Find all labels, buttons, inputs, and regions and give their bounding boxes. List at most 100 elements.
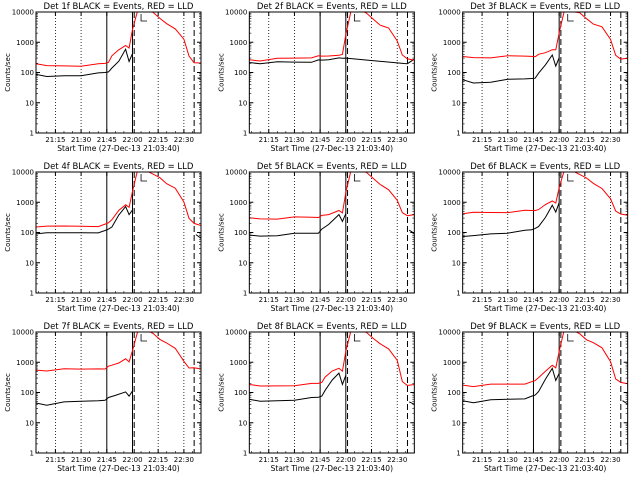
x-tick-label: 22:30 bbox=[600, 136, 620, 144]
x-tick-label: 22:30 bbox=[174, 136, 194, 144]
y-tick-label: 1 bbox=[30, 130, 34, 138]
series-line-lld bbox=[462, 332, 628, 388]
x-axis-label: Start Time (27-Dec-13 21:03:40) bbox=[271, 304, 393, 313]
y-axis-label: Counts/sec bbox=[217, 53, 225, 92]
panel-title: Det 3f BLACK = Events, RED = LLD bbox=[470, 2, 620, 12]
x-tick-label: 21:15 bbox=[472, 136, 492, 144]
x-tick-label: 22:15 bbox=[575, 456, 595, 464]
x-tick-label: 22:00 bbox=[549, 456, 569, 464]
x-tick-label: 21:15 bbox=[472, 456, 492, 464]
y-tick-label: 10 bbox=[452, 419, 461, 427]
x-tick-label: 21:15 bbox=[45, 296, 65, 304]
panel-det-1: Det 1f BLACK = Events, RED = LLD Counts/s… bbox=[4, 2, 202, 153]
x-tick-label: 22:00 bbox=[336, 136, 356, 144]
y-tick-label: 1000 bbox=[443, 199, 461, 207]
panel-det-7: Det 7f BLACK = Events, RED = LLD Counts/s… bbox=[4, 322, 202, 473]
series-line-events bbox=[36, 390, 201, 406]
y-tick-label: 1 bbox=[243, 130, 247, 138]
x-tick-label: 22:30 bbox=[387, 456, 407, 464]
x-tick-label: 22:15 bbox=[575, 136, 595, 144]
y-tick-label: 10000 bbox=[225, 9, 247, 17]
y-tick-label: 100 bbox=[21, 69, 34, 77]
x-tick-label: 22:30 bbox=[600, 456, 620, 464]
x-tick-label: 22:15 bbox=[575, 296, 595, 304]
y-tick-label: 1 bbox=[30, 290, 34, 298]
panel-det-4: Det 4f BLACK = Events, RED = LLD Counts/s… bbox=[4, 162, 202, 313]
bracket-mark bbox=[140, 334, 148, 342]
series-line-events bbox=[249, 372, 415, 405]
series-line-events bbox=[462, 367, 628, 405]
y-tick-label: 10000 bbox=[438, 169, 460, 177]
bracket-mark bbox=[140, 174, 148, 182]
panel-title: Det 2f BLACK = Events, RED = LLD bbox=[257, 2, 407, 12]
y-tick-label: 10000 bbox=[225, 169, 247, 177]
y-tick-label: 100 bbox=[234, 389, 247, 397]
series-line-events bbox=[36, 48, 201, 81]
y-tick-label: 100 bbox=[234, 69, 247, 77]
y-tick-label: 10000 bbox=[12, 9, 34, 17]
x-tick-label: 21:30 bbox=[71, 456, 91, 464]
bracket-mark bbox=[353, 174, 361, 182]
y-tick-label: 10000 bbox=[438, 329, 460, 337]
x-axis-label: Start Time (27-Dec-13 21:03:40) bbox=[57, 144, 179, 153]
panel-det-6: Det 6f BLACK = Events, RED = LLD Counts/s… bbox=[431, 162, 629, 313]
panel-title: Det 5f BLACK = Events, RED = LLD bbox=[257, 162, 407, 172]
x-tick-label: 21:30 bbox=[284, 456, 304, 464]
x-tick-label: 21:45 bbox=[310, 456, 330, 464]
y-tick-label: 10 bbox=[25, 259, 34, 267]
panel-det-5: Det 5f BLACK = Events, RED = LLD Counts/s… bbox=[217, 162, 415, 313]
y-tick-label: 1 bbox=[243, 450, 247, 458]
y-tick-label: 1000 bbox=[230, 359, 248, 367]
x-tick-label: 22:15 bbox=[361, 136, 381, 144]
x-tick-label: 22:15 bbox=[361, 456, 381, 464]
x-axis-label: Start Time (27-Dec-13 21:03:40) bbox=[484, 304, 606, 313]
y-tick-label: 1000 bbox=[443, 359, 461, 367]
x-axis-label: Start Time (27-Dec-13 21:03:40) bbox=[484, 464, 606, 473]
bracket-mark bbox=[567, 14, 574, 22]
y-tick-label: 10000 bbox=[12, 329, 34, 337]
x-tick-label: 22:00 bbox=[122, 296, 142, 304]
y-tick-label: 100 bbox=[21, 229, 34, 237]
y-tick-label: 10 bbox=[238, 99, 247, 107]
y-tick-label: 100 bbox=[447, 229, 460, 237]
y-axis-label: Counts/sec bbox=[431, 213, 439, 252]
x-tick-label: 22:00 bbox=[122, 456, 142, 464]
x-tick-label: 21:15 bbox=[259, 136, 279, 144]
panel-title: Det 4f BLACK = Events, RED = LLD bbox=[44, 162, 194, 172]
x-tick-label: 21:45 bbox=[523, 456, 543, 464]
y-tick-label: 1 bbox=[456, 450, 460, 458]
series-line-lld bbox=[36, 12, 201, 67]
series-line-events bbox=[462, 53, 628, 84]
y-tick-label: 100 bbox=[447, 69, 460, 77]
panel-title: Det 9f BLACK = Events, RED = LLD bbox=[470, 322, 620, 332]
x-tick-label: 22:00 bbox=[122, 136, 142, 144]
y-axis-label: Counts/sec bbox=[4, 213, 12, 252]
panel-title: Det 7f BLACK = Events, RED = LLD bbox=[44, 322, 194, 332]
x-tick-label: 21:30 bbox=[498, 456, 518, 464]
x-axis-label: Start Time (27-Dec-13 21:03:40) bbox=[271, 464, 393, 473]
x-tick-label: 22:00 bbox=[549, 136, 569, 144]
y-tick-label: 1 bbox=[456, 290, 460, 298]
series-line-events bbox=[249, 213, 415, 237]
plot-frame bbox=[248, 171, 415, 294]
y-tick-label: 10 bbox=[25, 419, 34, 427]
x-tick-label: 21:45 bbox=[97, 456, 117, 464]
x-tick-label: 21:30 bbox=[71, 296, 91, 304]
series-line-lld bbox=[249, 332, 415, 387]
series-line-lld bbox=[249, 172, 415, 220]
y-tick-label: 1000 bbox=[16, 199, 34, 207]
bracket-mark bbox=[353, 14, 361, 22]
x-tick-label: 22:15 bbox=[148, 136, 168, 144]
x-tick-label: 21:45 bbox=[523, 296, 543, 304]
y-tick-label: 100 bbox=[234, 229, 247, 237]
y-tick-label: 10 bbox=[25, 99, 34, 107]
x-tick-label: 22:30 bbox=[174, 296, 194, 304]
x-tick-label: 21:30 bbox=[498, 296, 518, 304]
y-tick-label: 1000 bbox=[16, 359, 34, 367]
y-tick-label: 10 bbox=[238, 259, 247, 267]
y-tick-label: 1000 bbox=[16, 39, 34, 47]
series-line-events bbox=[36, 205, 201, 239]
x-tick-label: 22:30 bbox=[387, 296, 407, 304]
x-tick-label: 21:30 bbox=[284, 136, 304, 144]
